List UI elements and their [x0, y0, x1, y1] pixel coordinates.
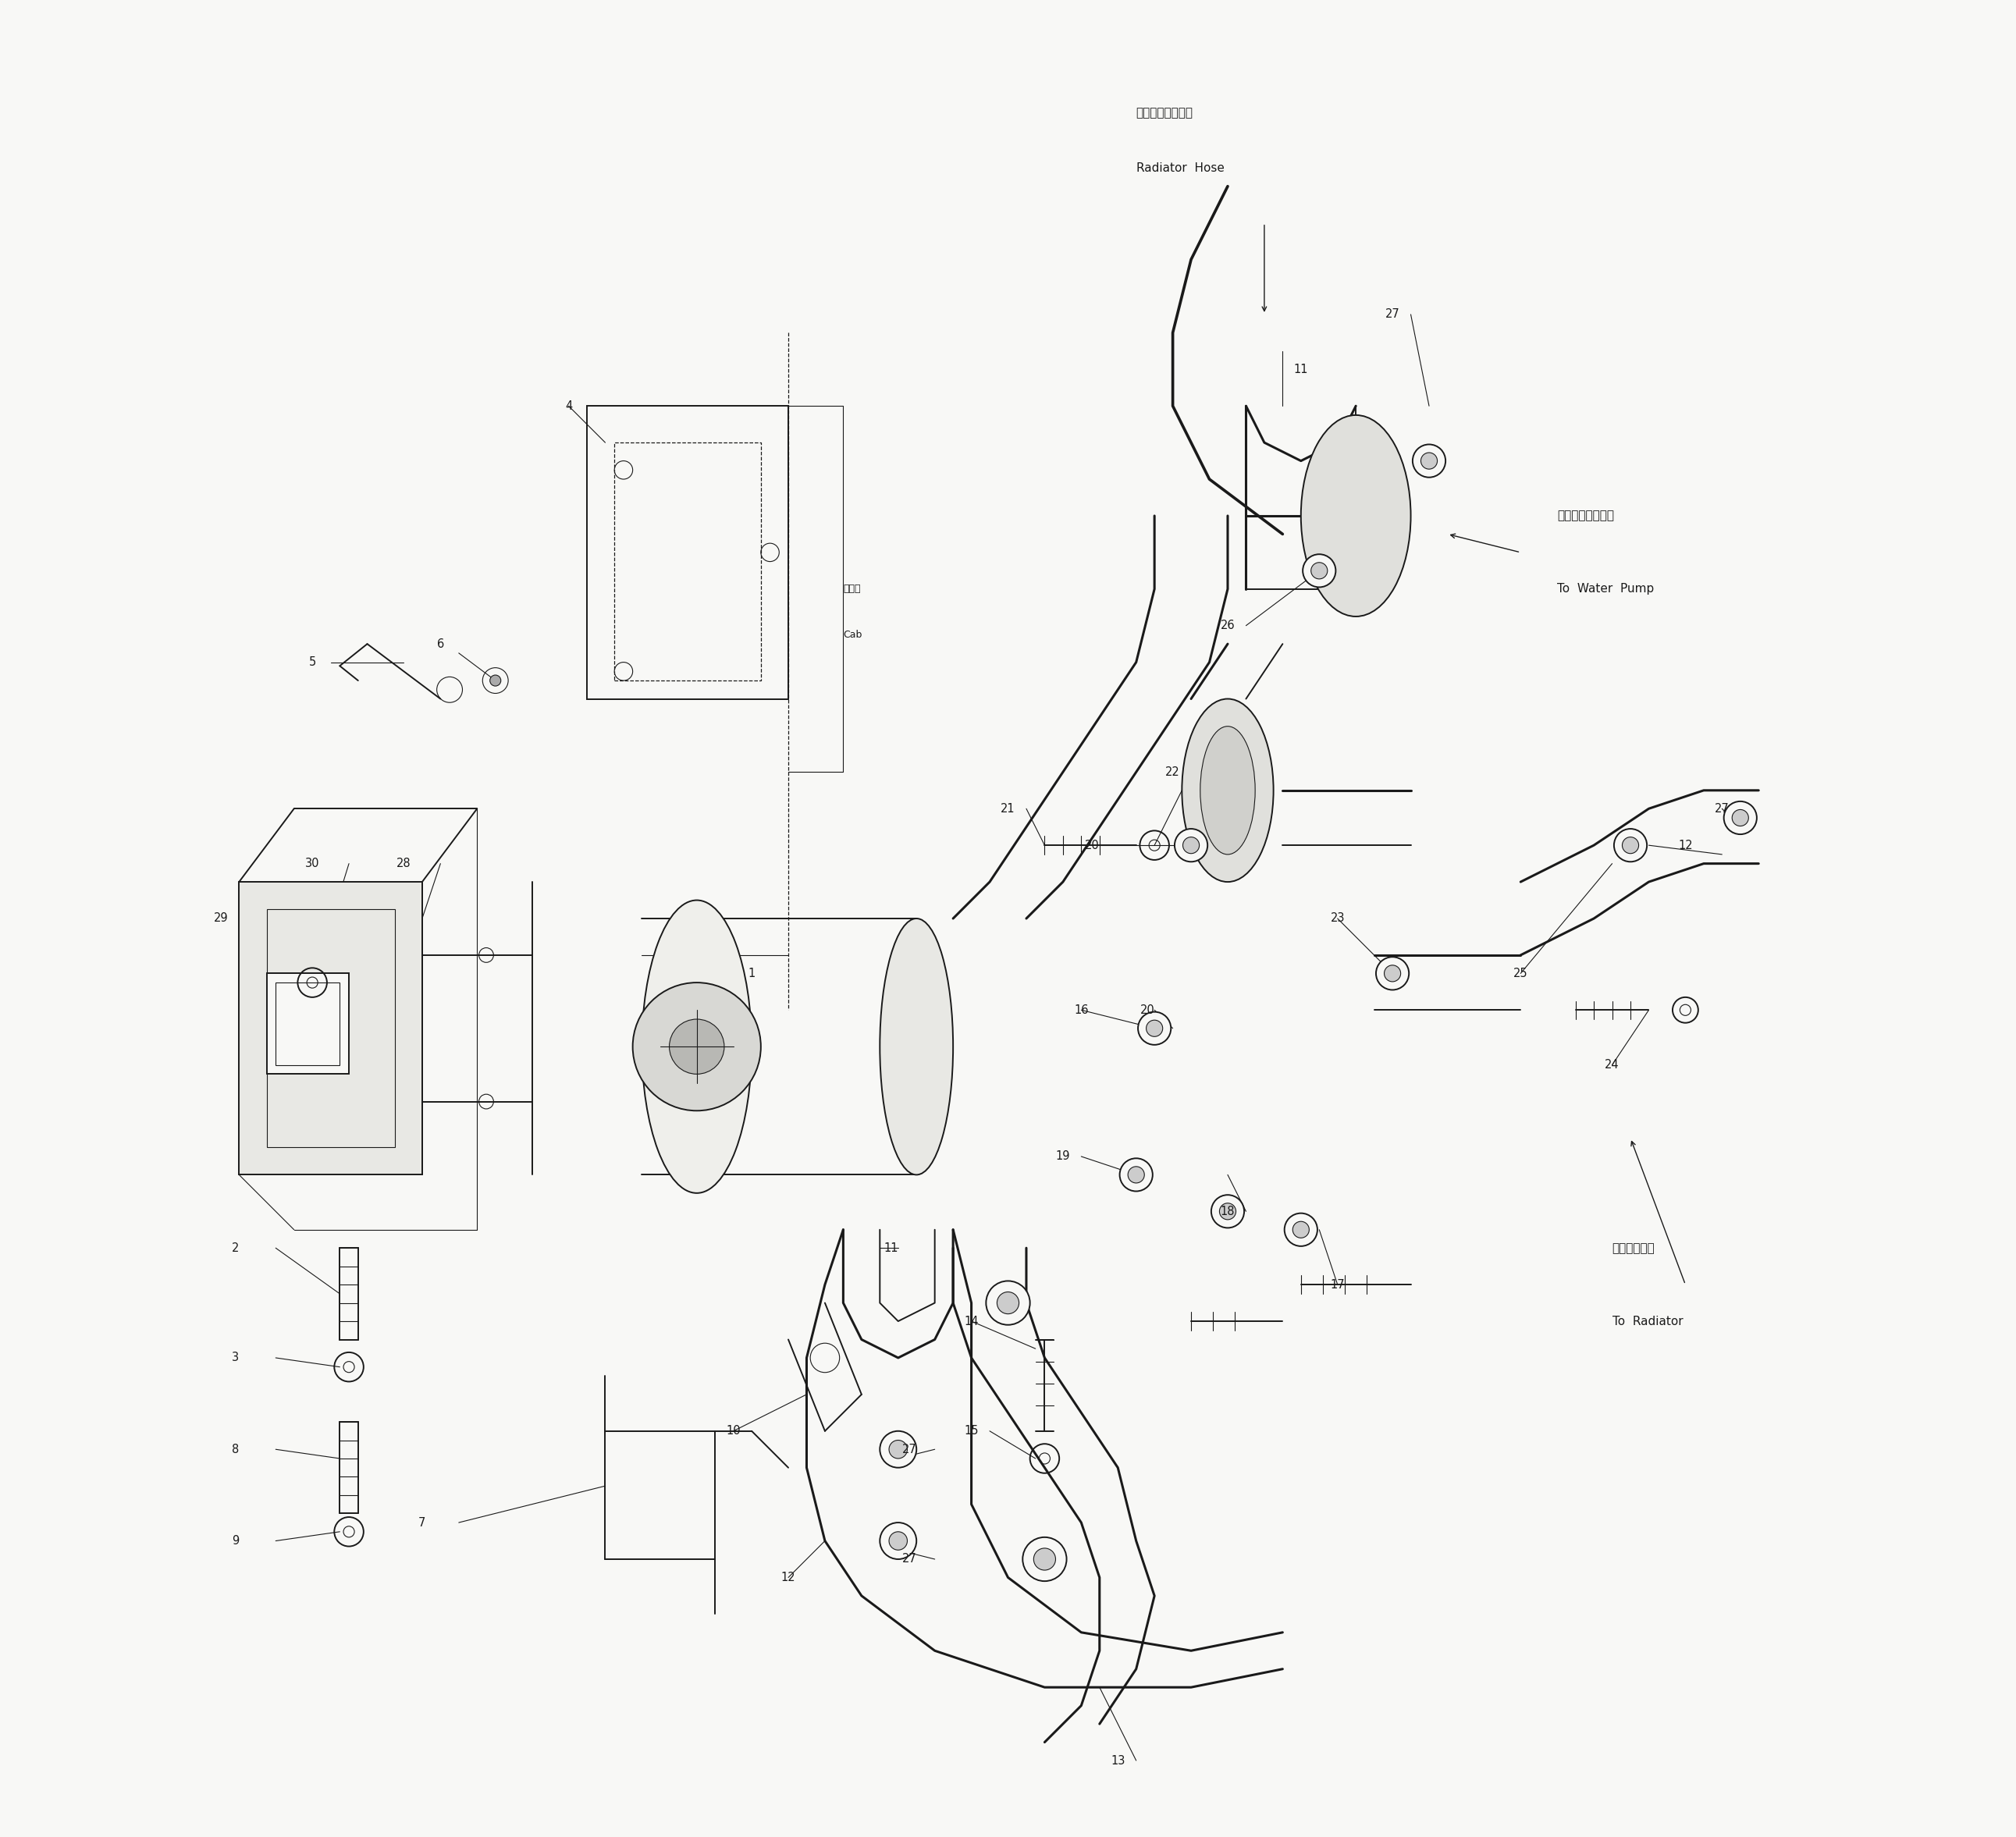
Circle shape	[1175, 828, 1208, 862]
Text: 13: 13	[1111, 1754, 1125, 1767]
Bar	[266, 909, 395, 1148]
Bar	[266, 974, 349, 1075]
Text: 1: 1	[748, 968, 756, 979]
Circle shape	[1284, 1212, 1316, 1245]
Text: 27: 27	[901, 1444, 917, 1455]
Text: 27: 27	[1716, 803, 1730, 814]
Circle shape	[633, 983, 760, 1111]
Text: 2: 2	[232, 1242, 240, 1255]
Circle shape	[986, 1280, 1030, 1324]
Text: To  Radiator: To Radiator	[1613, 1315, 1683, 1326]
Ellipse shape	[1200, 726, 1256, 854]
Text: 12: 12	[1677, 840, 1693, 851]
Circle shape	[889, 1532, 907, 1550]
Text: 14: 14	[964, 1315, 978, 1326]
Text: 10: 10	[726, 1426, 740, 1437]
Ellipse shape	[1181, 698, 1274, 882]
Circle shape	[669, 1020, 724, 1075]
Text: 29: 29	[214, 913, 228, 924]
Text: 6: 6	[437, 637, 444, 650]
Circle shape	[1732, 810, 1748, 827]
Text: 27: 27	[1385, 309, 1399, 320]
Text: 11: 11	[1294, 364, 1308, 375]
Text: 20: 20	[1085, 840, 1099, 851]
Text: 4: 4	[564, 400, 573, 411]
Ellipse shape	[641, 900, 752, 1192]
Circle shape	[1302, 555, 1337, 588]
Circle shape	[1623, 838, 1639, 854]
Text: ラジエータヘ: ラジエータヘ	[1613, 1242, 1655, 1255]
Circle shape	[1119, 1159, 1153, 1190]
Text: 24: 24	[1605, 1060, 1619, 1071]
Text: 20: 20	[1139, 1005, 1155, 1016]
Circle shape	[1292, 1222, 1308, 1238]
Bar	[240, 882, 421, 1176]
Circle shape	[1137, 1012, 1171, 1045]
Text: キャブ: キャブ	[843, 584, 861, 593]
Text: 27: 27	[901, 1554, 917, 1565]
Text: 7: 7	[419, 1517, 425, 1528]
Circle shape	[1385, 964, 1401, 981]
Text: 5: 5	[308, 656, 317, 669]
Circle shape	[1212, 1194, 1244, 1227]
Circle shape	[1147, 1020, 1163, 1036]
Circle shape	[1421, 452, 1437, 468]
Circle shape	[889, 1440, 907, 1459]
Text: 25: 25	[1514, 968, 1528, 979]
Text: ラジエータホース: ラジエータホース	[1137, 107, 1193, 119]
Text: 22: 22	[1165, 766, 1179, 777]
Text: Radiator  Hose: Radiator Hose	[1137, 162, 1224, 175]
Text: 26: 26	[1220, 619, 1236, 632]
Text: 17: 17	[1331, 1279, 1345, 1290]
Text: 12: 12	[780, 1572, 796, 1583]
Text: 3: 3	[232, 1352, 240, 1363]
Circle shape	[1220, 1203, 1236, 1220]
Text: 23: 23	[1331, 913, 1345, 924]
Circle shape	[879, 1431, 917, 1468]
Circle shape	[1724, 801, 1756, 834]
Text: 30: 30	[304, 858, 319, 869]
Text: 8: 8	[232, 1444, 240, 1455]
Bar	[276, 983, 341, 1065]
Ellipse shape	[1300, 415, 1411, 617]
Text: 21: 21	[1000, 803, 1016, 814]
Ellipse shape	[879, 918, 954, 1176]
Circle shape	[490, 674, 500, 685]
Circle shape	[1310, 562, 1327, 579]
Bar	[615, 443, 760, 680]
Text: 28: 28	[397, 858, 411, 869]
Circle shape	[1034, 1549, 1056, 1571]
Circle shape	[879, 1523, 917, 1560]
Text: To  Water  Pump: To Water Pump	[1556, 582, 1655, 595]
Text: 11: 11	[883, 1242, 899, 1255]
Circle shape	[1022, 1538, 1066, 1582]
Circle shape	[1127, 1166, 1145, 1183]
Circle shape	[1615, 828, 1647, 862]
Text: 15: 15	[964, 1426, 978, 1437]
Circle shape	[998, 1291, 1018, 1313]
Text: Cab: Cab	[843, 630, 863, 639]
Circle shape	[1377, 957, 1409, 990]
Text: ウォータポンプヘ: ウォータポンプヘ	[1556, 511, 1615, 522]
Circle shape	[1183, 838, 1200, 854]
Bar	[587, 406, 788, 698]
Circle shape	[1413, 445, 1445, 478]
Text: 16: 16	[1075, 1005, 1089, 1016]
Text: 9: 9	[232, 1536, 240, 1547]
Text: 19: 19	[1056, 1150, 1070, 1163]
Text: 18: 18	[1220, 1205, 1236, 1218]
